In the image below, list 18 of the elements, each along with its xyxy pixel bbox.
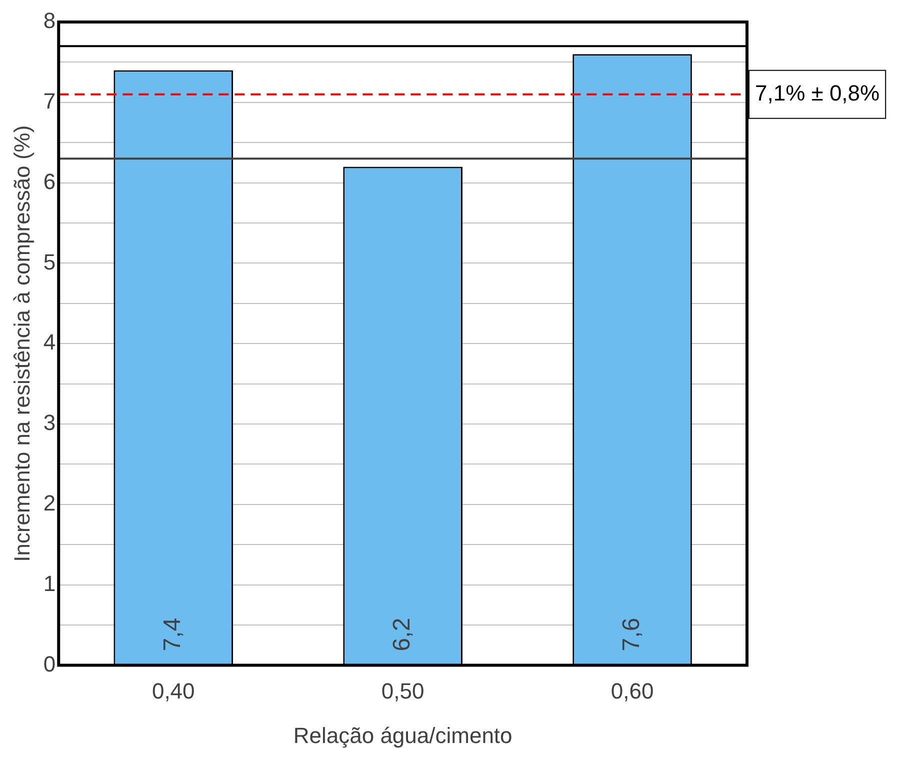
x-tick-label: 0,50 bbox=[381, 678, 424, 704]
y-tick-label: 6 bbox=[43, 168, 56, 194]
y-tick-label: 1 bbox=[43, 570, 56, 596]
y-tick-label: 3 bbox=[43, 410, 56, 436]
x-axis-title: Relação água/cimento bbox=[293, 722, 512, 748]
data-label: 7,6 bbox=[618, 618, 645, 652]
y-tick-label: 8 bbox=[43, 8, 56, 34]
y-tick-label: 7 bbox=[43, 88, 56, 114]
y-tick-label: 2 bbox=[43, 490, 56, 516]
y-axis-title: Incremento na resistência à compressão (%) bbox=[9, 125, 34, 562]
data-label: 7,4 bbox=[158, 618, 186, 652]
ref-line-label: 7,1% ± 0,8% bbox=[755, 80, 880, 106]
x-tick-label: 0,60 bbox=[610, 678, 654, 704]
x-tick-label: 0,40 bbox=[152, 678, 195, 704]
y-tick-label: 0 bbox=[43, 651, 56, 676]
data-label: 6,2 bbox=[388, 618, 416, 652]
y-tick-label: 4 bbox=[43, 330, 56, 355]
y-tick-label: 5 bbox=[43, 249, 56, 274]
